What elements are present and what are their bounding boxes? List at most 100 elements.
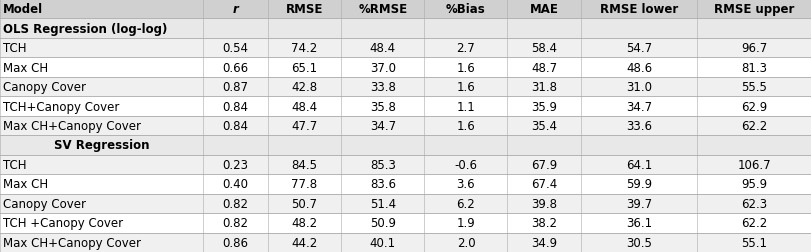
Text: 62.3: 62.3 <box>740 197 766 210</box>
Text: 58.4: 58.4 <box>530 42 556 55</box>
Text: 0.66: 0.66 <box>222 61 248 74</box>
Text: Max CH: Max CH <box>3 178 49 191</box>
Text: 1.9: 1.9 <box>456 216 474 229</box>
Text: 84.5: 84.5 <box>291 158 317 171</box>
Text: 96.7: 96.7 <box>740 42 766 55</box>
Text: 0.23: 0.23 <box>222 158 248 171</box>
Text: 47.7: 47.7 <box>291 119 317 133</box>
Bar <box>0 155 811 174</box>
Text: 0.54: 0.54 <box>222 42 248 55</box>
Text: 48.6: 48.6 <box>625 61 651 74</box>
Text: 83.6: 83.6 <box>370 178 396 191</box>
Text: 34.9: 34.9 <box>530 236 557 249</box>
Text: 0.87: 0.87 <box>222 81 248 94</box>
Text: 48.4: 48.4 <box>370 42 396 55</box>
Text: 55.5: 55.5 <box>740 81 766 94</box>
Text: 95.9: 95.9 <box>740 178 766 191</box>
Bar <box>0 233 811 252</box>
Text: 33.6: 33.6 <box>625 119 651 133</box>
Text: Max CH+Canopy Cover: Max CH+Canopy Cover <box>3 236 141 249</box>
Text: 74.2: 74.2 <box>291 42 317 55</box>
Bar <box>0 39 811 58</box>
Text: 2.7: 2.7 <box>456 42 474 55</box>
Text: 50.9: 50.9 <box>370 216 396 229</box>
Text: 54.7: 54.7 <box>625 42 651 55</box>
Text: 1.6: 1.6 <box>456 61 474 74</box>
Text: 38.2: 38.2 <box>530 216 556 229</box>
Text: 36.1: 36.1 <box>625 216 651 229</box>
Text: RMSE upper: RMSE upper <box>713 3 793 16</box>
Text: 0.82: 0.82 <box>222 197 248 210</box>
Text: 62.2: 62.2 <box>740 119 766 133</box>
Text: 64.1: 64.1 <box>625 158 651 171</box>
Text: 48.2: 48.2 <box>291 216 317 229</box>
Text: 39.7: 39.7 <box>625 197 651 210</box>
Text: 2.0: 2.0 <box>456 236 474 249</box>
Text: Canopy Cover: Canopy Cover <box>3 197 86 210</box>
Bar <box>0 174 811 194</box>
Text: 3.6: 3.6 <box>456 178 474 191</box>
Text: %RMSE: %RMSE <box>358 3 407 16</box>
Text: 42.8: 42.8 <box>291 81 317 94</box>
Text: MAE: MAE <box>530 3 558 16</box>
Text: 50.7: 50.7 <box>291 197 317 210</box>
Text: 62.9: 62.9 <box>740 100 766 113</box>
Text: 35.8: 35.8 <box>370 100 396 113</box>
Bar <box>0 0 811 19</box>
Text: 1.1: 1.1 <box>456 100 474 113</box>
Text: Model: Model <box>3 3 43 16</box>
Text: 31.8: 31.8 <box>530 81 556 94</box>
Text: 35.9: 35.9 <box>530 100 556 113</box>
Text: OLS Regression (log-log): OLS Regression (log-log) <box>3 23 167 36</box>
Bar <box>0 213 811 233</box>
Text: Max CH+Canopy Cover: Max CH+Canopy Cover <box>3 119 141 133</box>
Text: 1.6: 1.6 <box>456 81 474 94</box>
Text: 0.86: 0.86 <box>222 236 248 249</box>
Text: 67.4: 67.4 <box>530 178 557 191</box>
Bar <box>0 194 811 213</box>
Text: 33.8: 33.8 <box>370 81 396 94</box>
Text: 67.9: 67.9 <box>530 158 557 171</box>
Text: 0.40: 0.40 <box>222 178 248 191</box>
Text: 39.8: 39.8 <box>530 197 556 210</box>
Bar <box>0 78 811 97</box>
Text: 65.1: 65.1 <box>291 61 317 74</box>
Text: 31.0: 31.0 <box>625 81 651 94</box>
Text: TCH: TCH <box>3 42 27 55</box>
Bar <box>0 97 811 116</box>
Text: Canopy Cover: Canopy Cover <box>3 81 86 94</box>
Bar <box>0 19 811 39</box>
Text: 34.7: 34.7 <box>625 100 651 113</box>
Text: 0.82: 0.82 <box>222 216 248 229</box>
Text: 62.2: 62.2 <box>740 216 766 229</box>
Text: 35.4: 35.4 <box>530 119 556 133</box>
Text: 44.2: 44.2 <box>291 236 317 249</box>
Text: 0.84: 0.84 <box>222 119 248 133</box>
Text: 48.4: 48.4 <box>291 100 317 113</box>
Text: TCH: TCH <box>3 158 27 171</box>
Text: 30.5: 30.5 <box>625 236 651 249</box>
Text: 59.9: 59.9 <box>625 178 651 191</box>
Text: Max CH: Max CH <box>3 61 49 74</box>
Text: TCH +Canopy Cover: TCH +Canopy Cover <box>3 216 123 229</box>
Text: 1.6: 1.6 <box>456 119 474 133</box>
Text: 40.1: 40.1 <box>370 236 396 249</box>
Text: 37.0: 37.0 <box>370 61 396 74</box>
Bar <box>0 136 811 155</box>
Text: %Bias: %Bias <box>445 3 485 16</box>
Text: 48.7: 48.7 <box>530 61 557 74</box>
Text: 81.3: 81.3 <box>740 61 766 74</box>
Text: -0.6: -0.6 <box>454 158 477 171</box>
Text: 34.7: 34.7 <box>370 119 396 133</box>
Text: TCH+Canopy Cover: TCH+Canopy Cover <box>3 100 119 113</box>
Text: 55.1: 55.1 <box>740 236 766 249</box>
Bar <box>0 58 811 78</box>
Text: RMSE lower: RMSE lower <box>599 3 677 16</box>
Text: r: r <box>232 3 238 16</box>
Text: 51.4: 51.4 <box>370 197 396 210</box>
Bar <box>0 116 811 136</box>
Text: 6.2: 6.2 <box>456 197 474 210</box>
Text: 0.84: 0.84 <box>222 100 248 113</box>
Text: 106.7: 106.7 <box>736 158 770 171</box>
Text: SV Regression: SV Regression <box>54 139 149 152</box>
